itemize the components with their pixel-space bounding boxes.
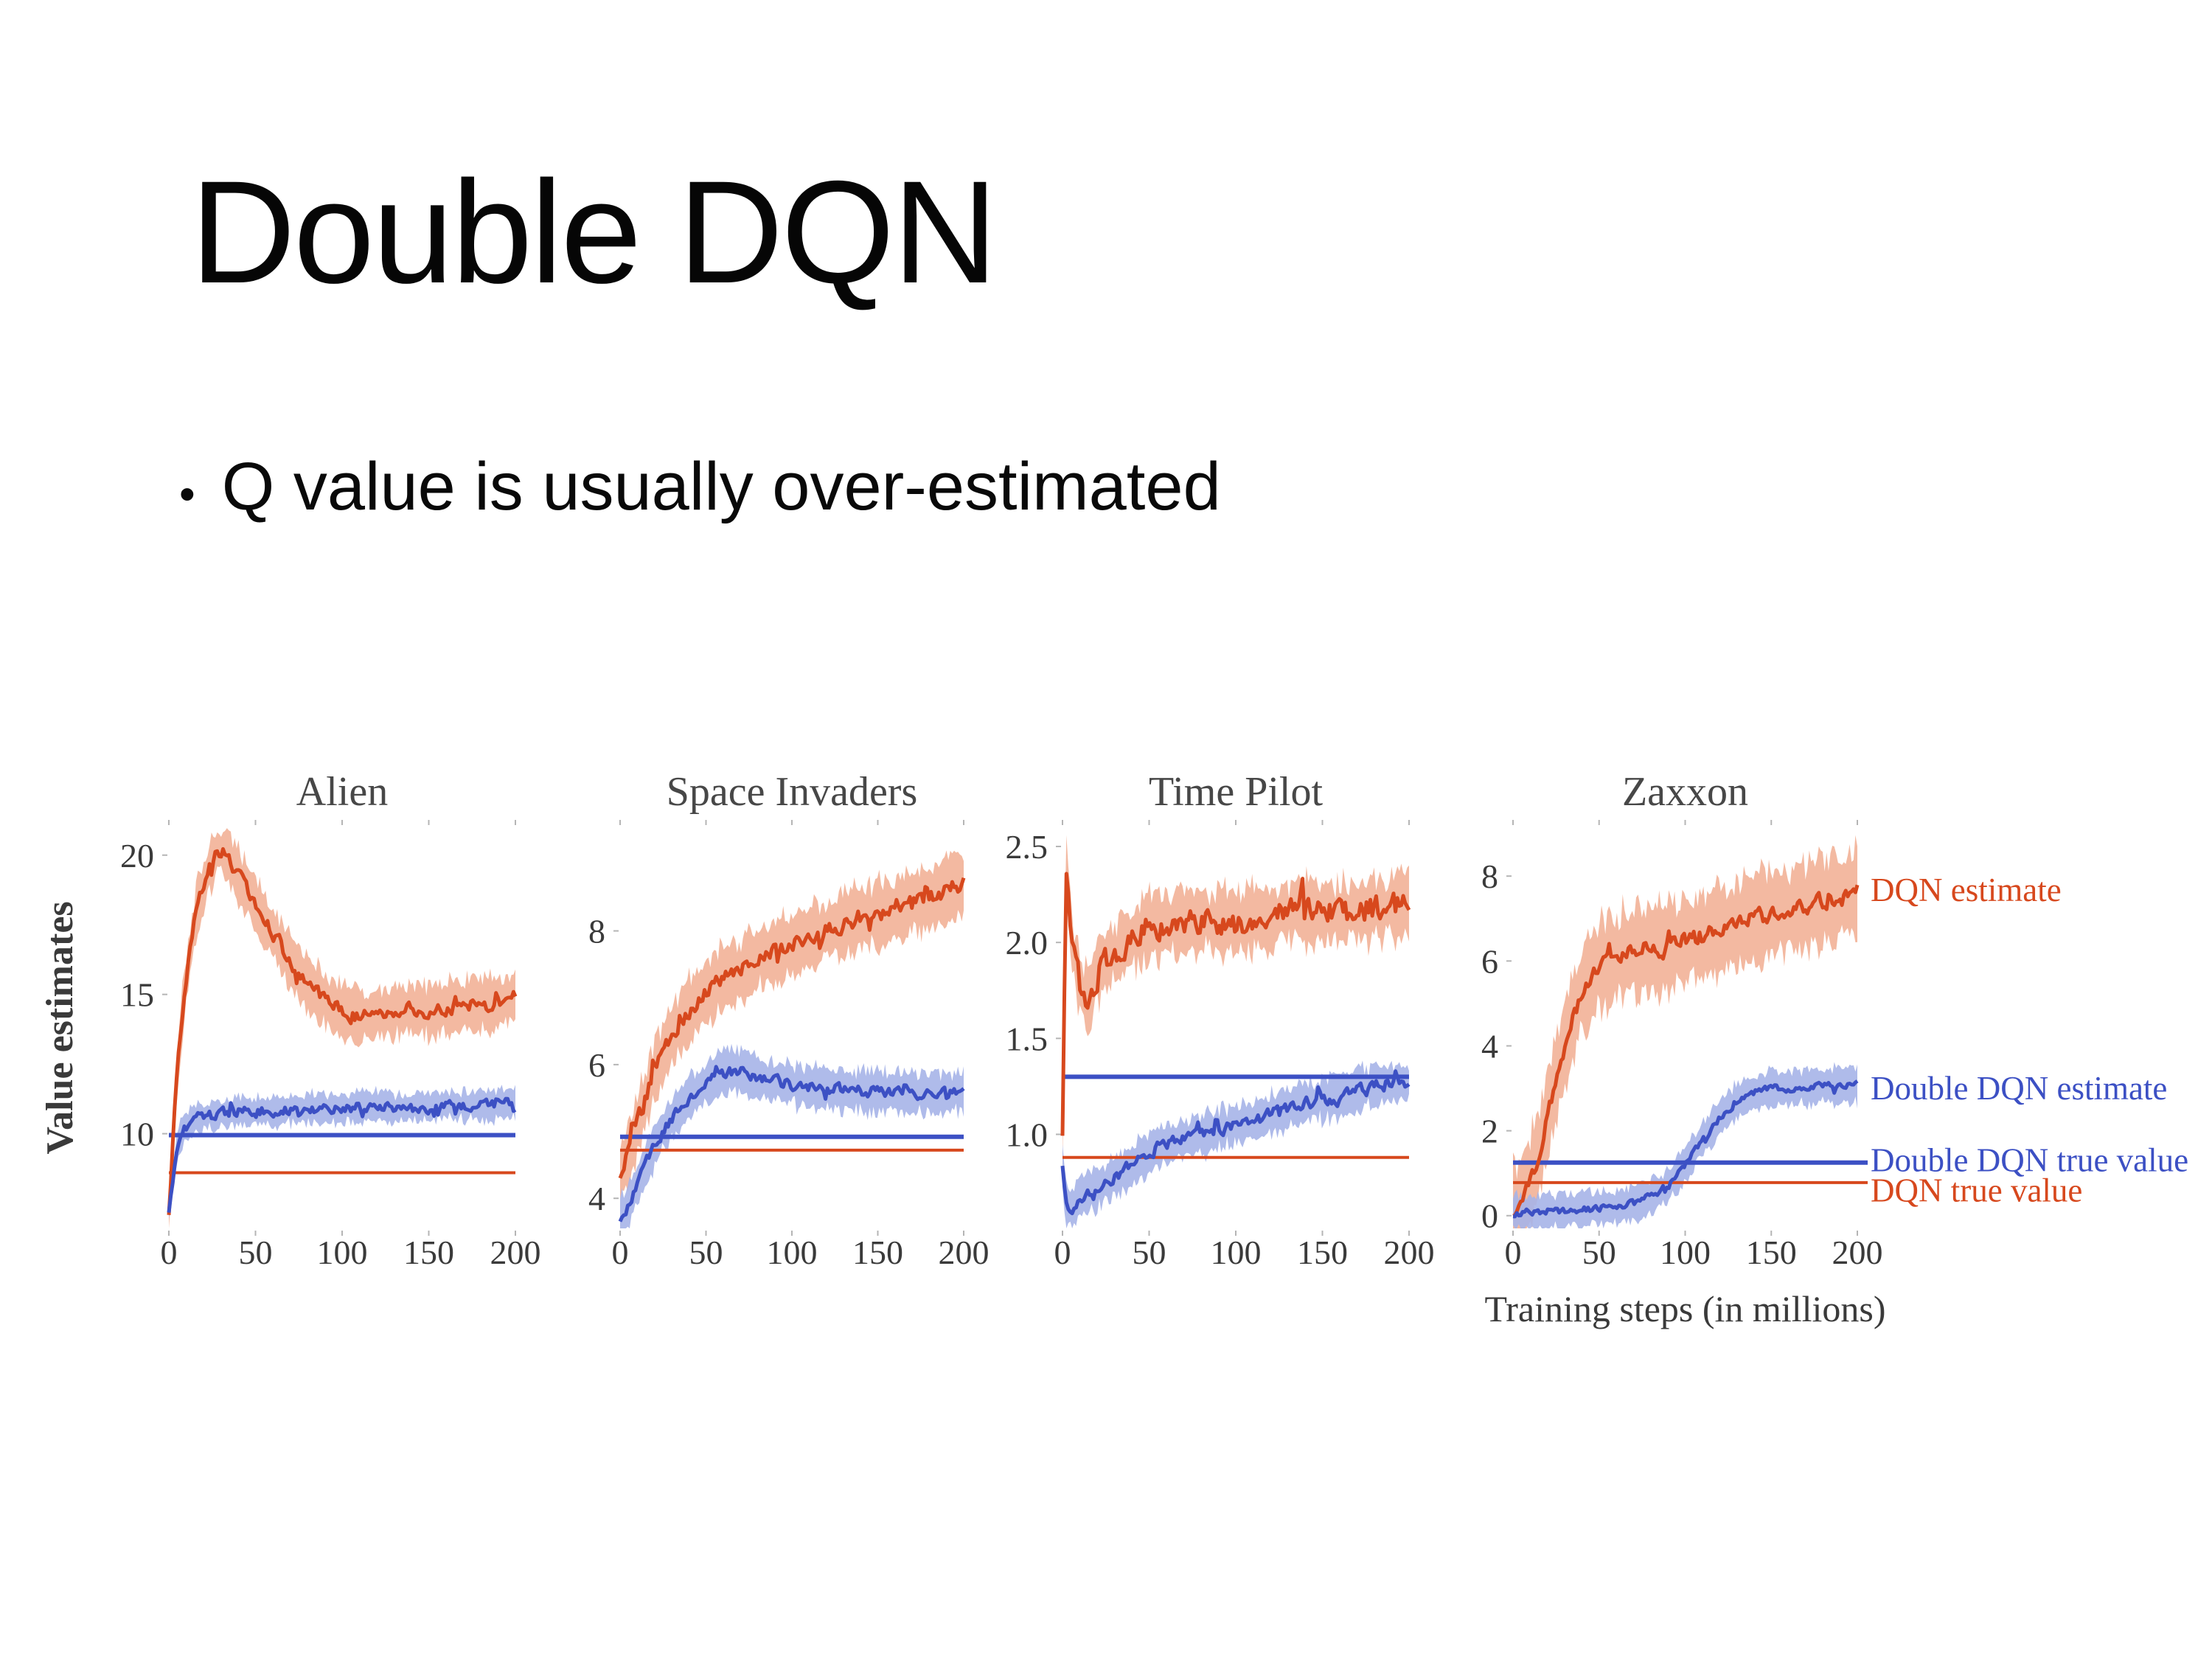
double-dqn-estimate-line [1060,1069,1411,1216]
y-tick-label: 15 [120,976,154,1014]
dqn-estimate-line [1060,872,1411,1136]
bullet-text: Q value is usually over-estimated [221,449,1221,524]
y-axis-label: Value estimates [39,901,81,1154]
page-title: Double DQN [190,150,998,313]
y-tick-label: 0 [1481,1197,1498,1235]
y-tick-label: 2.5 [1006,828,1048,866]
x-tick-label: 50 [689,1234,723,1271]
x-tick-label: 0 [161,1234,178,1271]
panel-title: Zaxxon [1622,769,1748,815]
bullet-item: • Q value is usually over-estimated [179,448,1221,526]
y-tick-label: 1.0 [1006,1116,1048,1153]
x-tick-label: 150 [1746,1234,1797,1271]
dqn-band [1062,835,1409,1169]
x-tick-label: 200 [490,1234,541,1271]
x-tick-label: 200 [939,1234,990,1271]
dqn-estimate-line [618,877,966,1179]
panel-time-pilot: Time Pilot 1.0 1.5 2.0 2.5 0 50 100 150 200 [1006,769,1435,1271]
x-tick-label: 50 [239,1234,273,1271]
y-tick-label: 6 [588,1046,605,1084]
ddqn-band [1062,1060,1409,1228]
panel-title: Alien [296,769,388,815]
y-tick-label: 1.5 [1006,1020,1048,1057]
ddqn-band [1513,1062,1857,1228]
x-tick-label: 100 [317,1234,368,1271]
dqn-band [169,828,515,1228]
bullet-dot: • [179,469,195,520]
dqn-band [1513,835,1857,1228]
legend-dqn-estimate: DQN estimate [1871,872,2062,908]
x-tick-label: 0 [612,1234,629,1271]
x-tick-label: 100 [1211,1234,1262,1271]
x-tick-label: 200 [1384,1234,1435,1271]
panel-title: Space Invaders [667,769,918,815]
panel-space-invaders: Space Invaders 4 6 8 0 50 100 150 200 [588,769,990,1271]
legend-dqn-true-value: DQN true value [1871,1172,2082,1208]
double-dqn-estimate-line [1512,1079,1859,1219]
x-tick-label: 50 [1582,1234,1616,1271]
legend-double-dqn-estimate: Double DQN estimate [1871,1070,2167,1107]
x-tick-label: 0 [1054,1234,1071,1271]
x-tick-label: 100 [1660,1234,1711,1271]
dqn-estimate-line [167,846,518,1215]
x-tick-label: 150 [1297,1234,1348,1271]
y-tick-label: 6 [1481,942,1498,980]
dqn-estimate-line [1512,884,1860,1218]
x-tick-label: 200 [1832,1234,1883,1271]
double-dqn-estimate-line [167,1096,517,1213]
y-tick-label: 2 [1481,1113,1498,1150]
y-tick-label: 8 [588,913,605,950]
y-tick-label: 4 [1481,1027,1498,1065]
panel-zaxxon: Zaxxon 0 2 4 6 8 0 50 100 150 200 DQN estimate Doubl… [1481,769,2188,1271]
x-tick-label: 150 [852,1234,903,1271]
x-tick-label: 50 [1133,1234,1166,1271]
panel-title: Time Pilot [1149,769,1323,815]
y-tick-label: 2.0 [1006,924,1048,961]
x-tick-label: 100 [767,1234,818,1271]
dqn-band [620,850,964,1199]
x-tick-label: 150 [403,1234,454,1271]
y-tick-label: 4 [588,1180,605,1217]
value-estimates-figure: Alien 10 15 20 0 50 100 150 200 Space Invaders 4 6 8… [0,767,2212,1371]
double-dqn-estimate-line [618,1065,965,1222]
y-tick-label: 20 [120,837,154,874]
legend-double-dqn-true-value: Double DQN true value [1871,1141,2188,1178]
y-tick-label: 8 [1481,858,1498,895]
x-axis-label: Training steps (in millions) [1484,1288,1885,1329]
x-tick-label: 0 [1505,1234,1522,1271]
y-tick-label: 10 [120,1116,154,1153]
